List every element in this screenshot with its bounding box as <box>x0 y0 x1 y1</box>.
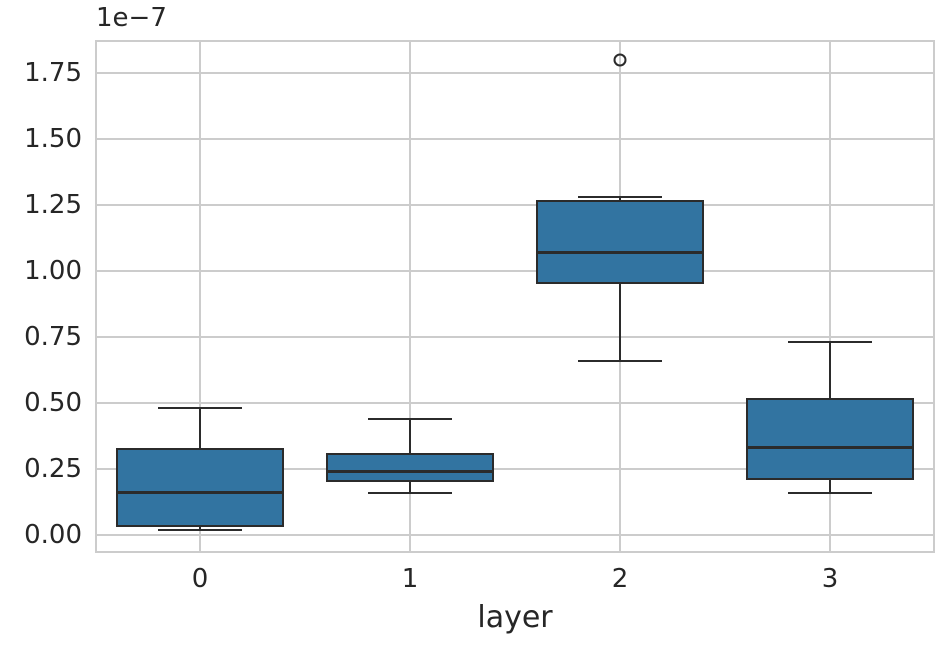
v-gridline <box>829 40 831 553</box>
h-gridline <box>95 72 935 74</box>
box-whisker-cap-lower <box>158 528 242 531</box>
box-whisker-cap-lower <box>788 491 872 494</box>
y-tick-label: 0.50 <box>24 388 82 419</box>
box-iqr-rect <box>746 397 914 480</box>
box-whisker-upper <box>199 408 201 448</box>
x-tick-label: 2 <box>611 564 629 594</box>
y-tick-label: 1.75 <box>24 58 82 88</box>
h-gridline <box>95 336 935 339</box>
y-tick-label: 1.00 <box>24 256 82 287</box>
box-whisker-cap-lower <box>368 491 452 494</box>
x-tick-label: 0 <box>191 564 209 594</box>
h-gridline <box>95 138 935 140</box>
y-tick-label: 0.00 <box>24 520 82 551</box>
h-gridline <box>95 402 935 405</box>
box-whisker-cap-upper <box>368 417 452 420</box>
box-whisker-lower <box>199 527 201 530</box>
h-gridline <box>95 270 935 273</box>
box-whisker-cap-upper <box>578 196 662 199</box>
box-median-line <box>536 251 704 255</box>
box-whisker-cap-lower <box>578 359 662 362</box>
y-axis-offset-text: 1e−7 <box>96 3 167 33</box>
box-median-line <box>116 491 284 495</box>
box-whisker-cap-upper <box>788 341 872 344</box>
x-axis-label: layer <box>477 600 553 635</box>
v-gridline <box>409 40 411 553</box>
box-whisker-lower <box>829 479 831 493</box>
x-tick-label: 3 <box>821 564 839 594</box>
box-iqr-rect <box>116 447 284 528</box>
v-gridline <box>199 40 201 553</box>
y-tick-label: 0.25 <box>24 454 82 485</box>
box-iqr-rect <box>326 453 494 483</box>
box-whisker-upper <box>829 342 831 398</box>
h-gridline <box>95 468 935 471</box>
box-whisker-lower <box>619 284 621 361</box>
y-tick-label: 0.75 <box>24 322 82 353</box>
x-tick-label: 1 <box>401 564 419 594</box>
box-whisker-upper <box>619 197 621 200</box>
box-iqr-rect <box>536 199 704 285</box>
y-tick-label: 1.25 <box>24 190 82 220</box>
box-whisker-lower <box>409 482 411 493</box>
box-median-line <box>326 470 494 474</box>
box-median-line <box>746 446 914 450</box>
outlier-point <box>613 53 627 67</box>
box-whisker-cap-upper <box>158 407 242 410</box>
h-gridline <box>95 534 935 537</box>
h-gridline <box>95 204 935 206</box>
box-whisker-upper <box>409 418 411 454</box>
y-tick-label: 1.50 <box>24 124 82 154</box>
